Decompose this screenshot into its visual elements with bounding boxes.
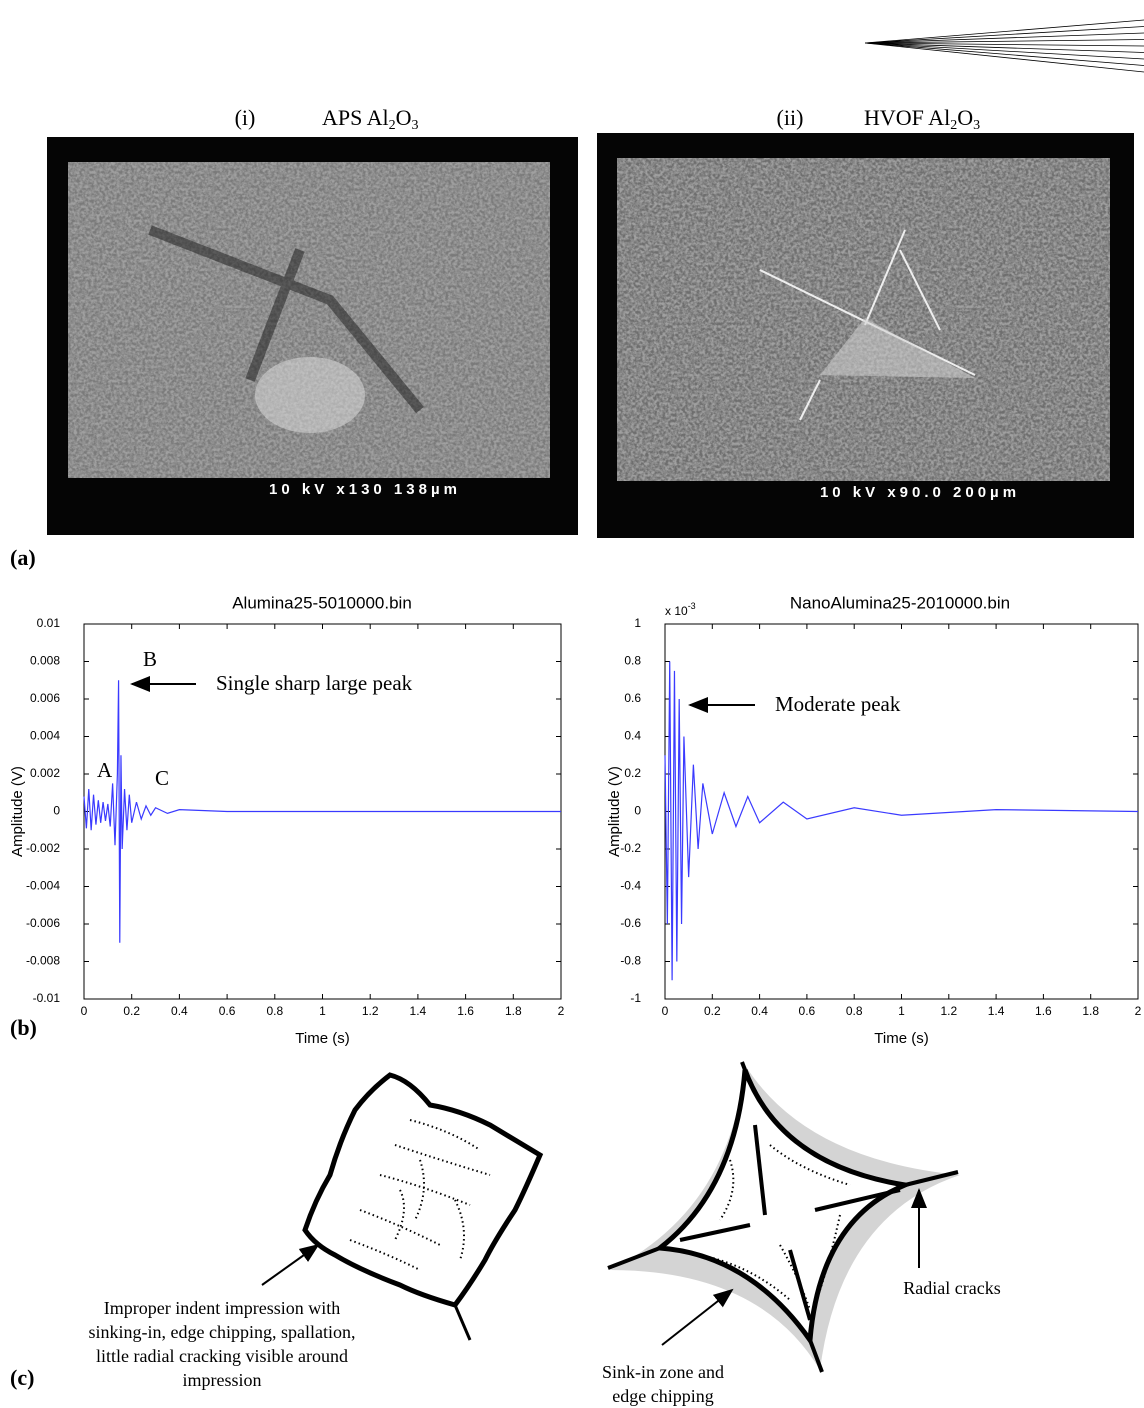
title-part: O [396, 105, 412, 130]
y-tick-label: 0.4 [624, 729, 641, 743]
x-tick-label: 0.4 [171, 1004, 188, 1018]
page: (a) (b) (c) Improper indent impression w… [0, 0, 1144, 1408]
annotation: Moderate peak [775, 692, 901, 716]
x-tick-label: 0 [81, 1004, 88, 1018]
image-index: (i) [235, 105, 256, 130]
arrow [662, 1290, 732, 1345]
x-axis-label: Time (s) [295, 1030, 349, 1047]
indent-sketch [305, 1075, 540, 1305]
x-tick-label: 1.6 [457, 1004, 474, 1018]
x-tick-label: 0.4 [751, 1004, 768, 1018]
caption-line: sinking-in, edge chipping, spallation, [89, 1322, 356, 1342]
y-tick-label: 0 [53, 804, 60, 818]
x-tick-label: 0.6 [219, 1004, 236, 1018]
x-tick-label: 1.2 [362, 1004, 379, 1018]
x-tick-label: 1.6 [1035, 1004, 1052, 1018]
caption-line: Sink-in zone and [602, 1362, 724, 1382]
y-tick-label: -0.01 [33, 991, 61, 1005]
annotation: C [155, 766, 169, 790]
subscript: 3 [973, 118, 980, 133]
image-index: (ii) [777, 105, 804, 130]
caption-line: little radial cracking visible around [96, 1346, 348, 1366]
fan-line [865, 43, 1144, 66]
annotation: Single sharp large peak [216, 671, 413, 695]
subscript: 2 [389, 118, 396, 133]
subscript: 3 [412, 118, 419, 133]
caption-line: Radial cracks [903, 1278, 1000, 1298]
image-title: HVOF Al2O3 [864, 105, 980, 133]
x-tick-label: 1.4 [410, 1004, 427, 1018]
chart-title: Alumina25-5010000.bin [232, 593, 412, 612]
y-tick-label: -0.4 [620, 879, 641, 893]
x-tick-label: 0 [662, 1004, 669, 1018]
x-tick-label: 1.4 [988, 1004, 1005, 1018]
panel-label: (a) [10, 545, 36, 570]
plot-area [665, 624, 1138, 999]
figure: (a) (b) (c) Improper indent impression w… [0, 0, 1144, 1408]
scale-label: 10 kV x90.0 200µm [820, 484, 1020, 501]
x-tick-label: 1 [319, 1004, 326, 1018]
x-tick-label: 0.6 [799, 1004, 816, 1018]
y-tick-label: -0.008 [26, 954, 60, 968]
y-multiplier: x 10-3 [665, 601, 696, 618]
y-tick-label: 0 [634, 804, 641, 818]
y-tick-label: -0.6 [620, 916, 641, 930]
y-tick-label: -0.2 [620, 841, 641, 855]
y-tick-label: 0.2 [624, 766, 641, 780]
subscript: 2 [950, 118, 957, 133]
y-axis-label: Amplitude (V) [9, 766, 26, 857]
panel-label: (c) [10, 1365, 34, 1390]
x-tick-label: 2 [1135, 1004, 1142, 1018]
fan-line [865, 20, 1144, 43]
image-title: APS Al2O3 [322, 105, 419, 133]
annotation: A [97, 758, 113, 782]
caption-line: Improper indent impression with [104, 1298, 340, 1318]
y-tick-label: 0.8 [624, 654, 641, 668]
y-tick-label: 0.01 [37, 616, 61, 630]
y-tick-label: -1 [630, 991, 641, 1005]
caption-line: impression [183, 1370, 262, 1390]
x-tick-label: 0.8 [266, 1004, 283, 1018]
scale-label: 10 kV x130 138µm [269, 481, 461, 498]
x-tick-label: 1 [898, 1004, 905, 1018]
y-tick-label: -0.004 [26, 879, 60, 893]
multiplier-base: x 10 [665, 604, 688, 618]
y-tick-label: 0.006 [30, 691, 60, 705]
title-part: APS Al [322, 105, 389, 130]
y-tick-label: 0.002 [30, 766, 60, 780]
x-tick-label: 2 [558, 1004, 565, 1018]
title-part: O [957, 105, 973, 130]
x-tick-label: 0.2 [704, 1004, 721, 1018]
arrow [262, 1245, 318, 1285]
chart-title: NanoAlumina25-2010000.bin [790, 593, 1010, 612]
y-tick-label: 0.008 [30, 654, 60, 668]
sem-feature [255, 357, 365, 433]
x-axis-label: Time (s) [874, 1030, 928, 1047]
x-tick-label: 1.2 [940, 1004, 957, 1018]
crack [455, 1305, 470, 1340]
x-tick-label: 1.8 [1082, 1004, 1099, 1018]
x-tick-label: 0.2 [123, 1004, 140, 1018]
y-tick-label: 0.6 [624, 691, 641, 705]
y-tick-label: -0.002 [26, 841, 60, 855]
caption: Improper indent impression with sinking-… [89, 1278, 1001, 1406]
y-tick-label: 1 [634, 616, 641, 630]
annotation: B [143, 647, 157, 671]
x-tick-label: 0.8 [846, 1004, 863, 1018]
y-tick-label: -0.006 [26, 916, 60, 930]
y-tick-label: 0.004 [30, 729, 60, 743]
caption-line: edge chipping [612, 1386, 713, 1406]
decoration-fan [865, 20, 1144, 72]
x-tick-label: 1.8 [505, 1004, 522, 1018]
panel-label: (b) [10, 1015, 37, 1040]
y-tick-label: -0.8 [620, 954, 641, 968]
multiplier-exponent: -3 [688, 601, 696, 611]
title-part: HVOF Al [864, 105, 950, 130]
